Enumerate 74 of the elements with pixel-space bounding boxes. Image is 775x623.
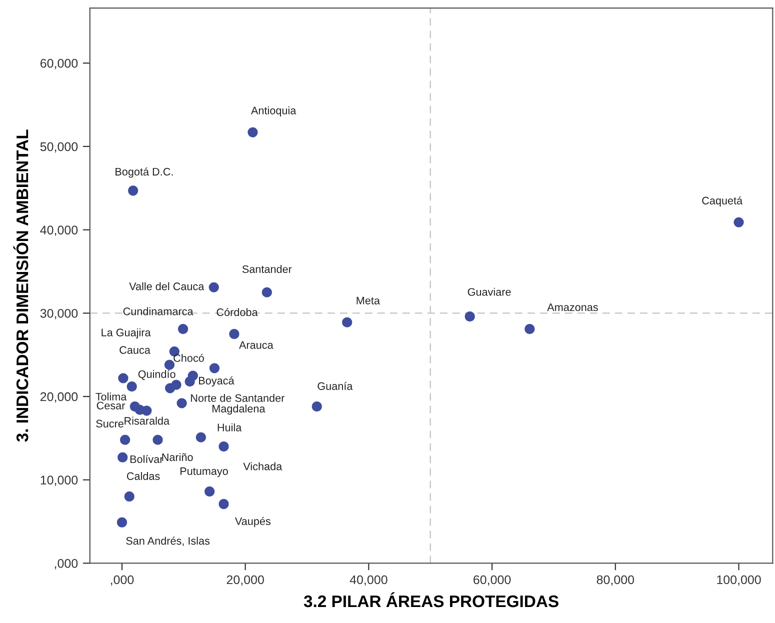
x-tick-label: 40,000 — [350, 575, 388, 586]
point — [164, 383, 176, 394]
annotation: Tolima — [96, 392, 127, 401]
annotation: Nariño — [162, 453, 193, 462]
annotation: Magdalena — [212, 404, 266, 415]
point — [342, 317, 352, 328]
annotation: Norte de Santander — [191, 394, 285, 402]
point — [118, 452, 128, 462]
point — [116, 517, 128, 528]
x-tick-label: 60,000 — [474, 575, 511, 586]
y-tick-label: 60,000 — [40, 58, 78, 70]
point — [164, 360, 175, 370]
annotation: Arauca — [239, 341, 274, 349]
point — [208, 282, 219, 292]
x-tick-label: ,000 — [110, 575, 134, 586]
annotation: Guaviare — [468, 288, 511, 296]
annotation: Risaralda — [124, 416, 170, 425]
annotation: Huila — [218, 423, 242, 432]
annotation: Santander — [242, 265, 292, 273]
point — [184, 376, 195, 387]
annotation: Cundinamarca — [123, 307, 194, 316]
annotation: Quindío — [138, 370, 176, 380]
point — [209, 363, 220, 374]
annotation: Chocó — [174, 354, 204, 362]
point — [524, 324, 535, 334]
point — [218, 441, 229, 452]
annotation: La Guajira — [102, 328, 151, 338]
point — [204, 486, 215, 497]
point — [734, 217, 744, 228]
point — [120, 434, 130, 445]
point — [142, 406, 152, 416]
point — [464, 311, 475, 322]
point — [126, 381, 137, 392]
x-tick-label: 20,000 — [226, 575, 264, 586]
annotation: Córdoba — [216, 308, 258, 316]
x-tick-label: 80,000 — [596, 575, 634, 586]
point — [128, 186, 138, 196]
annotation: Caldas — [126, 472, 160, 480]
y-tick-label: 30,000 — [40, 308, 78, 320]
y-tick-label: 50,000 — [40, 142, 78, 153]
y-tick-label: 10,000 — [40, 476, 78, 486]
point — [248, 127, 258, 138]
point — [262, 287, 272, 298]
annotation: Caquetá — [702, 196, 743, 207]
annotation: Bogotá D.C. — [116, 167, 173, 178]
annotation: Antioquia — [251, 106, 296, 116]
annotation: Sucre — [96, 420, 124, 428]
point — [124, 491, 134, 502]
y-tick-label: 40,000 — [40, 226, 78, 236]
point — [118, 373, 128, 384]
y-axis-title: 3. INDICADOR DIMENSIÓN AMBIENTAL — [13, 130, 28, 442]
point — [196, 432, 206, 442]
y-tick-label: 20,000 — [40, 392, 78, 403]
y-tick-label: ,000 — [54, 558, 78, 570]
annotation: Cesar — [96, 402, 126, 410]
annotation: Vaupés — [234, 516, 270, 528]
point — [176, 398, 187, 408]
annotation: Meta — [356, 296, 380, 304]
annotation: Boyacá — [199, 376, 234, 387]
point — [312, 401, 322, 412]
annotation: Cauca — [120, 346, 150, 354]
x-axis-title: 3.2 PILAR ÁREAS PROTEGIDAS — [304, 592, 558, 608]
annotation: San Andrés, Islas — [126, 536, 210, 546]
annotation: Vichada — [243, 462, 282, 470]
annotation: Amazonas — [547, 304, 598, 312]
point — [229, 328, 240, 340]
point — [178, 324, 188, 334]
annotation: Bolívar — [130, 454, 164, 464]
x-tick-label: 100,000 — [717, 575, 761, 586]
annotation: Putumayo — [180, 467, 228, 478]
point — [152, 434, 163, 445]
annotation: Guanía — [318, 382, 353, 390]
point — [218, 498, 229, 510]
annotation: Valle del Cauca — [129, 282, 204, 290]
